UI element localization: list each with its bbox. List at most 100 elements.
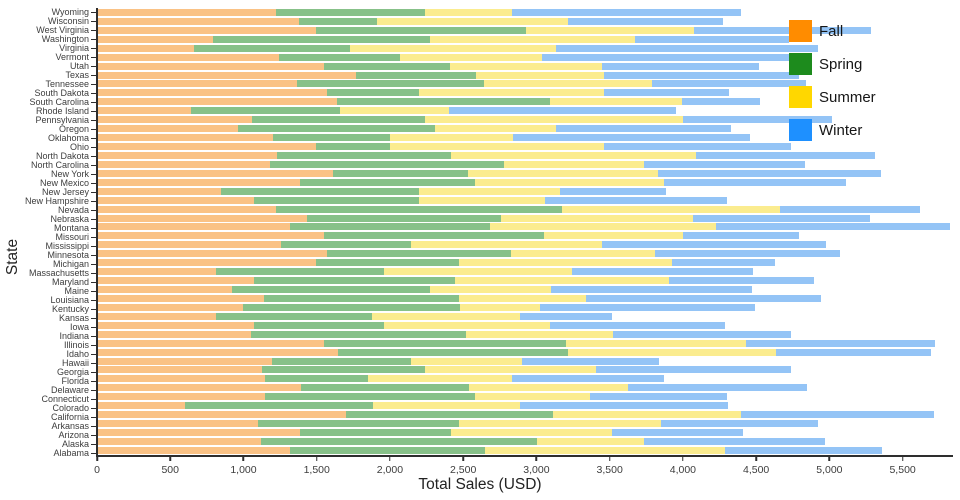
bar-segment-winter <box>669 277 815 285</box>
y-tick-row: Minnesota <box>0 251 96 260</box>
y-tick-mark <box>91 119 96 122</box>
y-tick-mark <box>91 74 96 77</box>
bar-segment-fall <box>98 393 265 401</box>
bar-segment-winter <box>596 366 792 374</box>
bar-segment-winter <box>603 89 729 97</box>
bar-segment-summer <box>371 312 521 320</box>
bar-segment-summer <box>553 411 741 419</box>
y-tick-label: Delaware <box>50 385 89 395</box>
y-tick-row: Arizona <box>0 431 96 440</box>
y-tick-mark <box>91 353 96 356</box>
y-tick-label: North Dakota <box>35 151 89 161</box>
bar-segment-fall <box>98 35 214 43</box>
bar-segment-fall <box>98 160 270 168</box>
x-tick-label: 1,000 <box>230 464 257 476</box>
x-tick-mark <box>535 456 538 461</box>
bar-segment-fall <box>98 294 264 302</box>
bar-segment-fall <box>98 178 300 186</box>
x-axis-line <box>96 455 953 457</box>
bar-segment-spring <box>279 53 400 61</box>
x-tick-mark <box>755 456 757 461</box>
bar-segment-summer <box>429 286 551 294</box>
legend-swatch-fall <box>789 20 812 42</box>
y-tick-label: Hawaii <box>61 358 89 368</box>
bar-segment-summer <box>383 268 573 276</box>
bar-row-new-york <box>98 169 952 178</box>
x-tick-label: 4,000 <box>669 464 697 476</box>
bar-segment-summer <box>458 294 587 302</box>
y-tick-mark <box>91 254 96 257</box>
x-tick-label: 5,500 <box>889 464 916 476</box>
legend-swatch-summer <box>789 86 812 108</box>
bar-segment-fall <box>98 429 300 437</box>
bar-segment-fall <box>98 89 327 97</box>
bar-segment-winter <box>542 53 799 61</box>
bar-segment-winter <box>681 98 760 106</box>
bar-segment-summer <box>425 8 513 16</box>
y-axis-labels: Wyoming Wisconsin West Virginia Washington V… <box>0 8 96 458</box>
y-tick-label: West Virginia <box>36 25 89 35</box>
y-tick-mark <box>91 362 96 365</box>
bar-row-new-hampshire <box>98 196 952 205</box>
bar-segment-spring <box>326 89 419 97</box>
bar-segment-spring <box>299 429 451 437</box>
bar-row-minnesota <box>98 249 952 258</box>
y-tick-row: Illinois <box>0 341 96 350</box>
y-tick-mark <box>91 443 96 446</box>
bar-segment-summer <box>450 62 603 70</box>
bar-segment-fall <box>98 402 185 410</box>
y-tick-row: South Carolina <box>0 98 96 107</box>
bar-segment-spring <box>250 330 467 338</box>
bar-row-new-jersey <box>98 187 952 196</box>
bar-segment-spring <box>315 259 459 267</box>
y-tick-label: Maine <box>64 286 89 296</box>
bar-row-arizona <box>98 428 952 437</box>
bar-segment-spring <box>273 134 390 142</box>
bar-segment-summer <box>410 357 522 365</box>
bar-segment-summer <box>372 402 521 410</box>
bar-segment-winter <box>658 169 881 177</box>
x-tick-label: 3,000 <box>523 464 550 476</box>
bar-segment-fall <box>98 80 298 88</box>
bar-row-nevada <box>98 205 952 214</box>
bar-segment-fall <box>98 116 253 124</box>
bar-segment-summer <box>425 366 597 374</box>
y-tick-row: Massachusetts <box>0 269 96 278</box>
bar-segment-summer <box>389 143 605 151</box>
bar-segment-spring <box>254 277 456 285</box>
bar-segment-summer <box>419 187 560 195</box>
bar-row-california <box>98 410 952 419</box>
bar-segment-winter <box>776 348 931 356</box>
bar-row-arkansas <box>98 419 952 428</box>
bar-segment-winter <box>683 232 800 240</box>
bar-row-kentucky <box>98 303 952 312</box>
y-tick-row: Virginia <box>0 44 96 53</box>
bar-row-alabama <box>98 446 952 455</box>
bar-segment-summer <box>490 223 717 231</box>
bar-segment-fall <box>98 98 337 106</box>
y-tick-label: Pennsylvania <box>35 115 89 125</box>
y-tick-mark <box>91 20 96 23</box>
x-tick-label: 2,500 <box>450 464 477 476</box>
y-tick-row: California <box>0 413 96 422</box>
bar-segment-spring <box>315 143 390 151</box>
y-tick-mark <box>91 380 96 383</box>
x-tick-mark <box>682 456 684 461</box>
bar-segment-spring <box>276 205 562 213</box>
bar-segment-summer <box>483 80 652 88</box>
y-tick-row: Hawaii <box>0 359 96 368</box>
legend-item-summer: Summer <box>789 86 876 108</box>
y-tick-label: New Hampshire <box>24 196 89 206</box>
bar-row-south-dakota <box>98 88 952 97</box>
x-tick-label: 500 <box>161 464 179 476</box>
bar-row-oregon <box>98 124 952 133</box>
x-tick-mark <box>462 456 464 461</box>
bar-segment-fall <box>98 196 254 204</box>
bar-segment-summer <box>476 71 604 79</box>
bar-segment-fall <box>98 143 316 151</box>
bar-segment-winter <box>550 321 725 329</box>
y-tick-row: Louisiana <box>0 296 96 305</box>
bar-segment-spring <box>290 446 486 454</box>
bar-segment-summer <box>350 44 557 52</box>
